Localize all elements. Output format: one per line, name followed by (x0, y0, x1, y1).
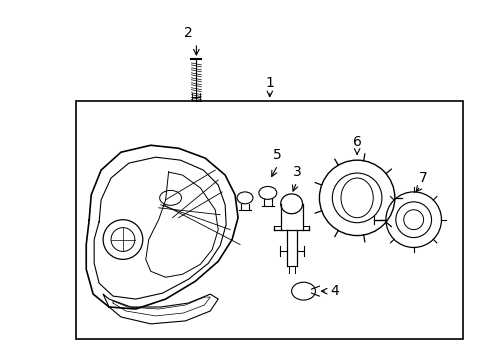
Text: 7: 7 (418, 171, 427, 185)
Text: 6: 6 (352, 135, 361, 149)
Text: 4: 4 (329, 284, 338, 298)
Text: 2: 2 (183, 26, 192, 40)
Text: 1: 1 (265, 76, 274, 90)
Bar (76, 100, 462, 339)
Text: 3: 3 (293, 165, 302, 179)
Text: 5: 5 (273, 148, 282, 162)
